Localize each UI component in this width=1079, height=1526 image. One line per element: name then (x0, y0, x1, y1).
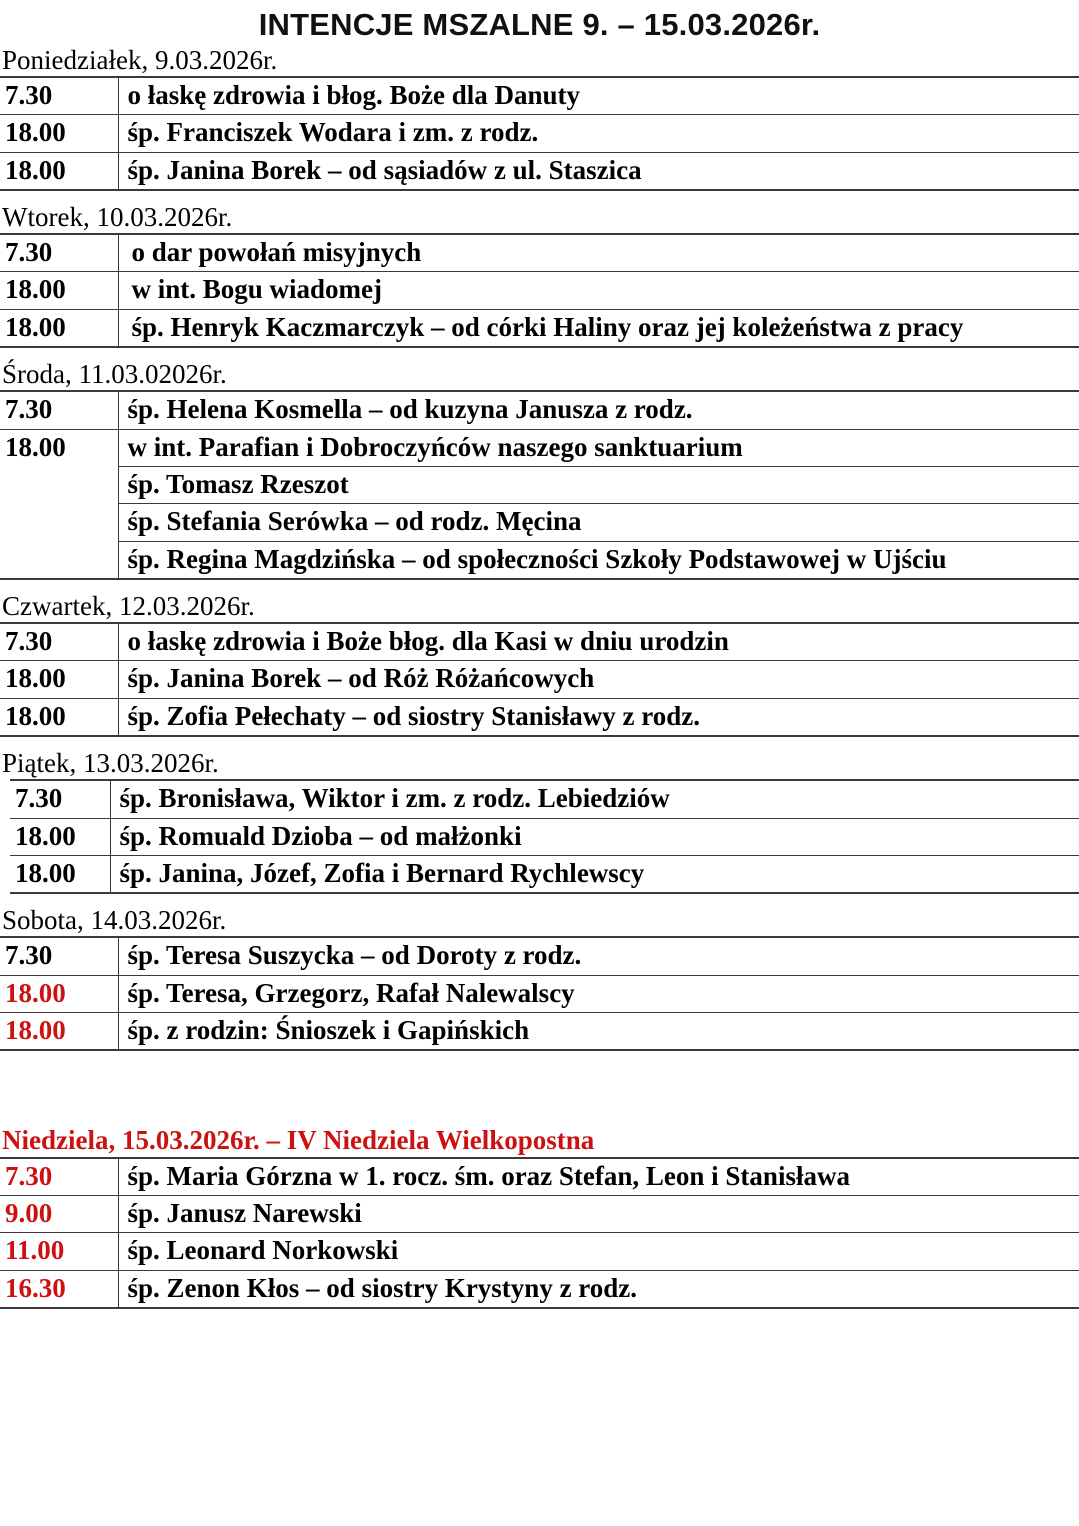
mass-intention: śp. Janina Borek – od Róż Różańcowych (118, 660, 1079, 699)
table-row: 16.30 śp. Zenon Kłos – od siostry Krystyn… (0, 1269, 1079, 1309)
mass-intention: śp. Stefania Serówka – od rodz. Męcina (118, 503, 1079, 542)
table-row: 18.00 w int. Parafian i Dobroczyńców nasz… (0, 428, 1079, 580)
table-row: 18.00 śp. Janina, Józef, Zofia i Bernard … (10, 854, 1079, 894)
schedule-table-niedziela: 7.30 śp. Maria Górzna w 1. rocz. śm. oraz… (0, 1156, 1079, 1309)
mass-time: 9.00 (0, 1194, 119, 1234)
table-row: 7.30 o łaskę zdrowia i błog. Boże dla Dan… (0, 76, 1079, 116)
table-row: 11.00 śp. Leonard Norkowski (0, 1232, 1079, 1271)
mass-time: 16.30 (0, 1269, 119, 1309)
table-row: 18.00 śp. Henryk Kaczmarczyk – od córki H… (0, 308, 1079, 348)
day-block-wtorek: Wtorek, 10.03.2026r. 7.30 o dar powołań mi… (0, 191, 1079, 349)
mass-intention: o dar powołań misyjnych (118, 233, 1079, 273)
mass-intention: śp. Zofia Pełechaty – od siostry Stanisł… (118, 697, 1079, 737)
mass-time: 18.00 (10, 817, 111, 856)
table-row: 7.30 śp. Helena Kosmella – od kuzyna Janu… (0, 390, 1079, 430)
schedule-table-sroda: 7.30 śp. Helena Kosmella – od kuzyna Janu… (0, 390, 1079, 580)
schedule-table-czwartek: 7.30 o łaskę zdrowia i Boże błog. dla Kas… (0, 622, 1079, 738)
mass-time: 18.00 (0, 1012, 119, 1051)
table-row: 18.00 śp. Janina Borek – od Róż Różańcowy… (0, 660, 1079, 699)
mass-intention: śp. z rodzin: Śnioszek i Gapińskich (118, 1012, 1079, 1051)
mass-time: 7.30 (10, 779, 111, 819)
section-spacer (0, 1051, 1079, 1125)
mass-intention: śp. Helena Kosmella – od kuzyna Janusza … (118, 390, 1079, 430)
document-page: INTENCJE MSZALNE 9. – 15.03.2026r. Ponie… (0, 7, 1079, 1309)
mass-time: 7.30 (0, 76, 119, 116)
mass-intention: śp. Janina Borek – od sąsiadów z ul. Sta… (118, 151, 1079, 191)
mass-intention: śp. Henryk Kaczmarczyk – od córki Haliny… (118, 308, 1079, 348)
mass-time: 18.00 (0, 308, 119, 348)
mass-time: 7.30 (0, 1157, 119, 1196)
table-row: 7.30 śp. Teresa Suszycka – od Doroty z ro… (0, 936, 1079, 976)
mass-intention: śp. Bronisława, Wiktor i zm. z rodz. Leb… (110, 779, 1079, 819)
schedule-table-sobota: 7.30 śp. Teresa Suszycka – od Doroty z ro… (0, 936, 1079, 1052)
mass-time: 18.00 (0, 151, 119, 191)
mass-intention: śp. Franciszek Wodara i zm. z rodz. (118, 114, 1079, 153)
mass-intention: w int. Parafian i Dobroczyńców naszego s… (118, 428, 1079, 467)
schedule-table-poniedzialek: 7.30 o łaskę zdrowia i błog. Boże dla Dan… (0, 75, 1079, 191)
table-row: 18.00 śp. Teresa, Grzegorz, Rafał Nalewal… (0, 974, 1079, 1014)
mass-intention: śp. Janina, Józef, Zofia i Bernard Rychl… (110, 854, 1079, 894)
mass-time: 18.00 (0, 114, 119, 153)
table-row: 18.00 śp. Zofia Pełechaty – od siostry St… (0, 697, 1079, 737)
mass-intention: o łaskę zdrowia i błog. Boże dla Danuty (118, 76, 1079, 116)
mass-time: 18.00 (0, 271, 119, 310)
day-block-piatek: Piątek, 13.03.2026r. 7.30 śp. Bronisława, … (0, 737, 1079, 895)
mass-intention: śp. Tomasz Rzeszot (118, 465, 1079, 505)
mass-time: 18.00 (10, 854, 111, 894)
day-block-sroda: Środa, 11.03.02026r. 7.30 śp. Helena Kosme… (0, 348, 1079, 580)
day-block-czwartek: Czwartek, 12.03.2026r. 7.30 o łaskę zdrowi… (0, 580, 1079, 738)
table-row: 7.30 o dar powołań misyjnych (0, 233, 1079, 273)
mass-intention: śp. Maria Górzna w 1. rocz. śm. oraz Ste… (118, 1157, 1079, 1196)
mass-time: 18.00 (0, 697, 119, 737)
mass-time: 18.00 (0, 428, 119, 580)
table-row: śp. Regina Magdzińska – od społeczności … (0, 540, 1079, 580)
day-heading-czwartek: Czwartek, 12.03.2026r. (2, 590, 255, 621)
mass-time: 18.00 (0, 974, 119, 1014)
mass-time: 18.00 (0, 660, 119, 699)
day-heading-piatek: Piątek, 13.03.2026r. (2, 748, 219, 779)
table-row: 7.30 śp. Bronisława, Wiktor i zm. z rodz.… (10, 779, 1079, 819)
page-title: INTENCJE MSZALNE 9. – 15.03.2026r. (258, 7, 821, 42)
day-block-poniedzialek: Poniedziałek, 9.03.2026r. 7.30 o łaskę zdr… (0, 45, 1079, 191)
mass-intention: śp. Regina Magdzińska – od społeczności … (118, 540, 1079, 580)
table-row: 7.30 śp. Maria Górzna w 1. rocz. śm. oraz… (0, 1157, 1079, 1196)
table-row: 18.00 śp. z rodzin: Śnioszek i Gapińskich (0, 1012, 1079, 1051)
day-heading-wtorek: Wtorek, 10.03.2026r. (2, 201, 233, 232)
table-row: śp. Tomasz Rzeszot (0, 465, 1079, 505)
table-row: 18.00 w int. Bogu wiadomej (0, 271, 1079, 310)
mass-time: 7.30 (0, 622, 119, 662)
table-row: 18.00 śp. Romuald Dzioba – od małżonki (10, 817, 1079, 856)
schedule-table-wtorek: 7.30 o dar powołań misyjnych 18.00 w int. B… (0, 233, 1079, 349)
table-row: 18.00 śp. Franciszek Wodara i zm. z rodz. (0, 114, 1079, 153)
schedule-container: Poniedziałek, 9.03.2026r. 7.30 o łaskę zdr… (0, 45, 1079, 1309)
day-heading-sobota: Sobota, 14.03.2026r. (2, 905, 227, 936)
mass-intention: w int. Bogu wiadomej (118, 271, 1079, 310)
table-row: 18.00 śp. Janina Borek – od sąsiadów z ul… (0, 151, 1079, 191)
mass-intention: śp. Teresa, Grzegorz, Rafał Nalewalscy (118, 974, 1079, 1014)
mass-intention: śp. Romuald Dzioba – od małżonki (110, 817, 1079, 856)
mass-time: 11.00 (0, 1232, 119, 1271)
schedule-table-piatek: 7.30 śp. Bronisława, Wiktor i zm. z rodz.… (10, 779, 1079, 895)
mass-intention: śp. Teresa Suszycka – od Doroty z rodz. (118, 936, 1079, 976)
mass-time: 7.30 (0, 233, 119, 273)
day-heading-sroda: Środa, 11.03.02026r. (2, 359, 227, 390)
mass-intention: śp. Janusz Narewski (118, 1194, 1079, 1234)
mass-intention: śp. Leonard Norkowski (118, 1232, 1079, 1271)
mass-time: 7.30 (0, 936, 119, 976)
mass-intention: o łaskę zdrowia i Boże błog. dla Kasi w … (118, 622, 1079, 662)
table-row: 9.00 śp. Janusz Narewski (0, 1194, 1079, 1234)
day-block-sobota: Sobota, 14.03.2026r. 7.30 śp. Teresa Suszy… (0, 894, 1079, 1052)
mass-intention: śp. Zenon Kłos – od siostry Krystyny z r… (118, 1269, 1079, 1309)
table-row: śp. Stefania Serówka – od rodz. Męcina (0, 503, 1079, 542)
table-row: 7.30 o łaskę zdrowia i Boże błog. dla Kas… (0, 622, 1079, 662)
day-heading-niedziela: Niedziela, 15.03.2026r. – IV Niedziela W… (2, 1125, 595, 1156)
mass-time: 7.30 (0, 390, 119, 430)
day-block-niedziela: Niedziela, 15.03.2026r. – IV Niedziela W… (0, 1125, 1079, 1309)
day-heading-poniedzialek: Poniedziałek, 9.03.2026r. (2, 44, 278, 75)
